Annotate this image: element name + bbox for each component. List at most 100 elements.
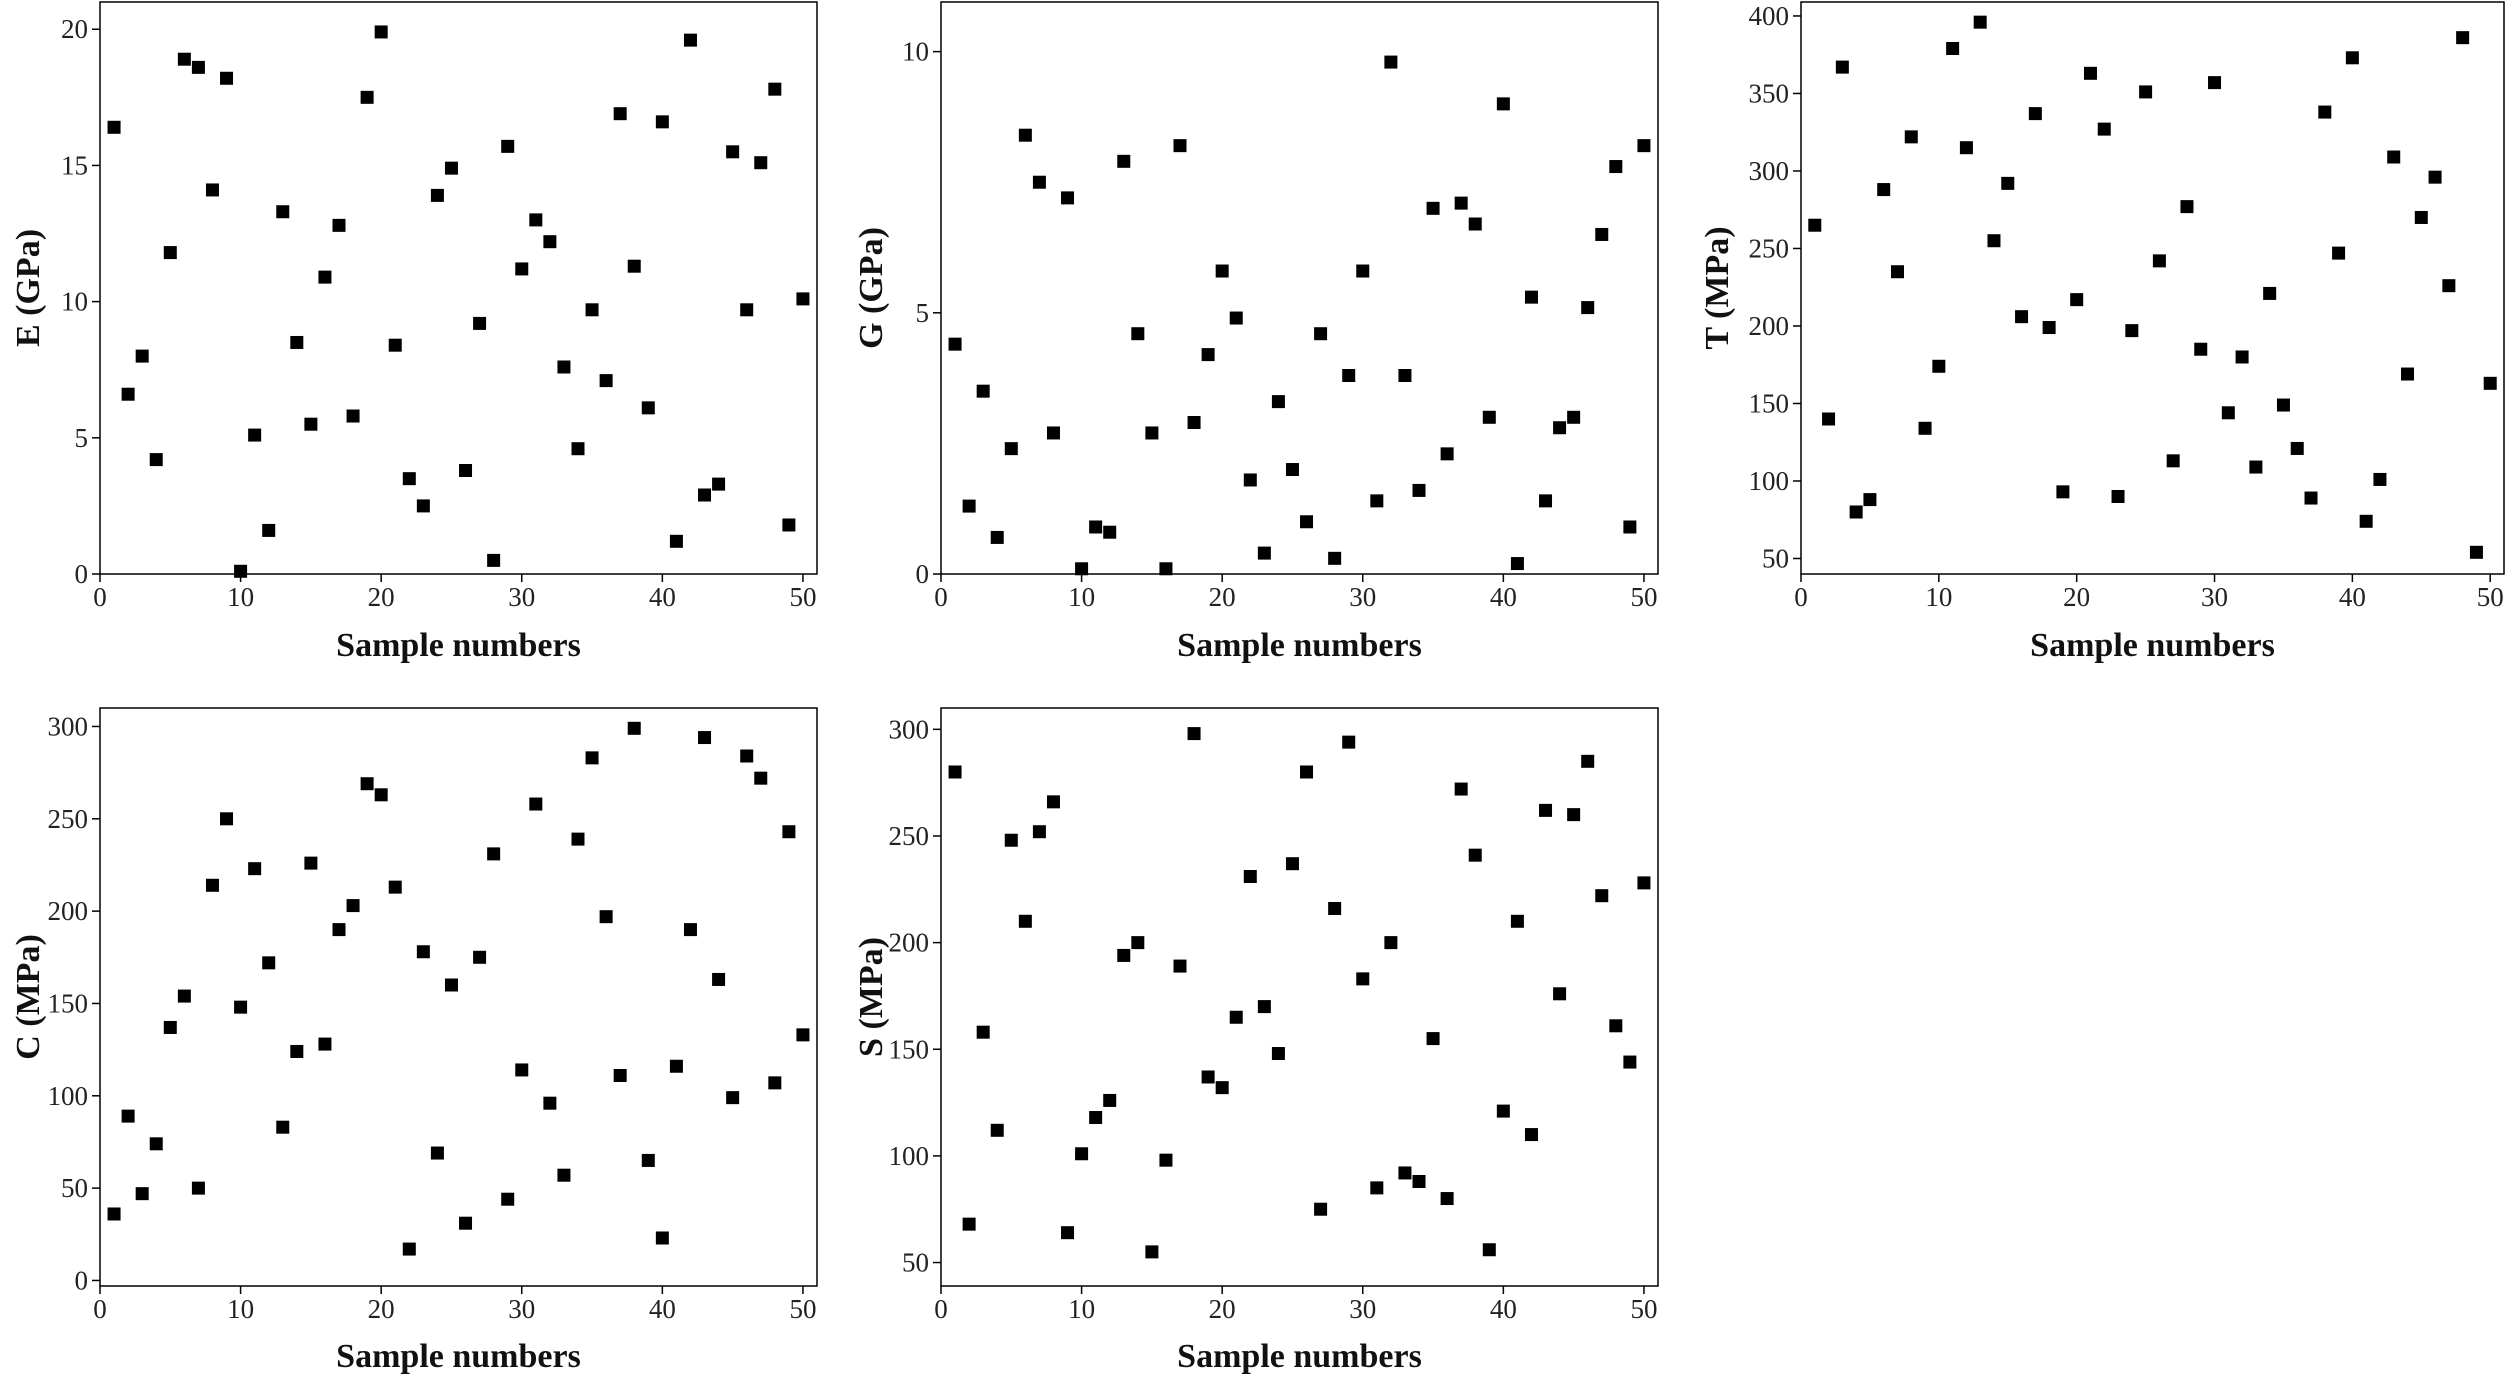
- point: [1553, 987, 1567, 1001]
- point: [121, 387, 135, 401]
- point: [585, 303, 599, 317]
- point: [1987, 234, 2001, 248]
- point: [1398, 368, 1412, 382]
- point: [962, 499, 976, 513]
- x-axis-label: Sample numbers: [2030, 627, 2275, 664]
- point: [1328, 901, 1342, 915]
- point: [2221, 406, 2235, 420]
- point: [1314, 1202, 1328, 1216]
- point: [515, 1063, 529, 1077]
- point: [1482, 410, 1496, 424]
- point: [1131, 327, 1145, 341]
- point: [1412, 1174, 1426, 1188]
- point: [332, 218, 346, 232]
- point: [1201, 348, 1215, 362]
- point: [1075, 562, 1089, 576]
- x-tick-label: 10: [227, 582, 254, 612]
- point: [2456, 31, 2470, 45]
- point: [796, 292, 810, 306]
- point: [1877, 183, 1891, 197]
- point: [683, 923, 697, 937]
- point: [1524, 290, 1538, 304]
- point: [234, 1000, 248, 1014]
- point: [1567, 410, 1581, 424]
- point: [1384, 936, 1398, 950]
- point: [641, 401, 655, 415]
- point: [2332, 246, 2346, 260]
- point: [2028, 107, 2042, 121]
- point: [346, 409, 360, 423]
- point: [1187, 416, 1201, 430]
- y-tick-label: 15: [61, 150, 88, 180]
- point: [1356, 264, 1370, 278]
- point: [248, 428, 262, 442]
- point: [2414, 210, 2428, 224]
- point: [290, 335, 304, 349]
- point: [1946, 42, 1960, 56]
- x-tick-label: 30: [508, 1294, 535, 1324]
- point: [135, 349, 149, 363]
- point: [1145, 426, 1159, 440]
- point: [2139, 85, 2153, 99]
- point: [1959, 141, 1973, 155]
- point: [2097, 122, 2111, 136]
- y-tick-label: 10: [61, 287, 88, 317]
- point: [2263, 286, 2277, 300]
- point: [149, 453, 163, 467]
- y-tick-label: 0: [75, 1265, 89, 1295]
- point: [1215, 264, 1229, 278]
- point: [2194, 342, 2208, 356]
- point: [1229, 1010, 1243, 1024]
- panel: 0 10 20 30 40 50 50 100 150 200 250 300 350 400 Sample…: [1699, 1, 2505, 664]
- point: [318, 270, 332, 284]
- point: [1075, 1147, 1089, 1161]
- point: [768, 1076, 782, 1090]
- point: [1300, 765, 1314, 779]
- point: [1595, 889, 1609, 903]
- point: [2304, 491, 2318, 505]
- x-tick-label: 40: [649, 582, 676, 612]
- point: [177, 52, 191, 66]
- point: [1637, 139, 1651, 153]
- point: [1089, 1111, 1103, 1125]
- point: [191, 1181, 205, 1195]
- point: [1412, 483, 1426, 497]
- point: [388, 880, 402, 894]
- point: [2483, 376, 2497, 390]
- point: [1243, 473, 1257, 487]
- point: [1510, 914, 1524, 928]
- point: [543, 235, 557, 249]
- point: [1370, 494, 1384, 508]
- x-tick-label: 40: [649, 1294, 676, 1324]
- y-tick-label: 0: [916, 559, 930, 589]
- point: [1032, 175, 1046, 189]
- point: [388, 338, 402, 352]
- y-tick-label: 150: [889, 1034, 930, 1064]
- point: [1356, 972, 1370, 986]
- y-tick-label: 50: [902, 1248, 929, 1278]
- point: [627, 259, 641, 273]
- x-tick-label: 40: [2339, 582, 2366, 612]
- point: [740, 303, 754, 317]
- point: [1468, 217, 1482, 231]
- y-tick-label: 300: [48, 711, 89, 741]
- y-tick-label: 200: [48, 896, 89, 926]
- point: [1496, 1104, 1510, 1118]
- point: [262, 956, 276, 970]
- point: [1496, 97, 1510, 111]
- point: [1229, 311, 1243, 325]
- point: [1187, 727, 1201, 741]
- point: [444, 161, 458, 175]
- y-tick-label: 250: [48, 804, 89, 834]
- y-tick-label: 10: [902, 37, 929, 67]
- point: [990, 1123, 1004, 1137]
- point: [1973, 15, 1987, 29]
- y-tick-label: 300: [889, 714, 930, 744]
- point: [1285, 857, 1299, 871]
- point: [962, 1217, 976, 1231]
- point: [262, 523, 276, 537]
- y-axis-label: G (GPa): [853, 227, 890, 349]
- point: [1440, 447, 1454, 461]
- point: [1328, 551, 1342, 565]
- y-axis-label: S (MPa): [853, 937, 890, 1057]
